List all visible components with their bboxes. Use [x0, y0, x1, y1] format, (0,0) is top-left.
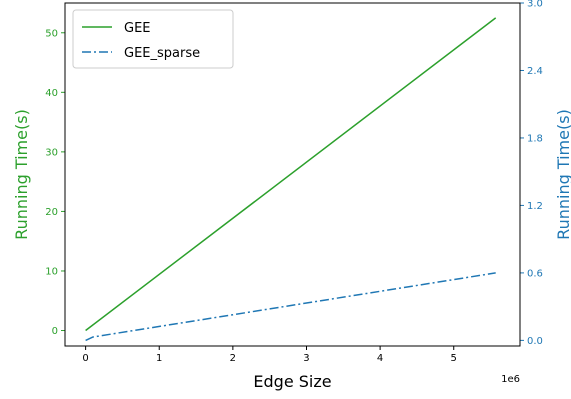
left-y-tick-label: 0: [52, 326, 58, 337]
series-line-gee: [85, 17, 497, 332]
x-tick-label: 5: [451, 353, 457, 364]
x-axis-title: Edge Size: [253, 372, 331, 391]
series-line-gee-sparse: [85, 272, 496, 342]
right-y-tick-label: 0.0: [527, 336, 543, 347]
left-y-tick-label: 40: [45, 88, 58, 99]
right-y-tick-label: 0.6: [527, 268, 543, 279]
right-y-tick-label: 1.2: [527, 201, 543, 212]
x-tick-label: 3: [303, 353, 309, 364]
left-y-axis-title: Running Time(s): [12, 109, 31, 240]
left-y-axis-ticks: 0 10 20 30 40 50: [45, 28, 65, 337]
x-tick-label: 0: [82, 353, 88, 364]
legend-label-gee-sparse: GEE_sparse: [124, 46, 200, 61]
legend-label-gee: GEE: [124, 21, 151, 36]
legend: GEE GEE_sparse: [72, 9, 234, 69]
right-y-tick-label: 3.0: [527, 0, 543, 10]
x-axis-ticks: 0 1 2 3 4 5: [82, 346, 457, 364]
left-y-tick-label: 10: [45, 266, 58, 277]
right-y-tick-label: 1.8: [527, 133, 543, 144]
left-y-tick-label: 50: [45, 28, 58, 39]
x-axis-offset-label: 1e6: [501, 374, 520, 385]
right-y-tick-label: 2.4: [527, 66, 543, 77]
left-y-tick-label: 30: [45, 147, 58, 158]
right-y-axis-ticks: 0.0 0.6 1.2 1.8 2.4 3.0: [520, 0, 543, 347]
legend-box: [72, 9, 234, 69]
x-tick-label: 4: [377, 353, 383, 364]
x-tick-label: 2: [230, 353, 236, 364]
series-layer: [85, 17, 497, 342]
x-tick-label: 1: [156, 353, 162, 364]
plot-frame: [64, 2, 521, 347]
right-y-axis-title: Running Time(s): [554, 109, 571, 240]
left-y-tick-label: 20: [45, 207, 58, 218]
